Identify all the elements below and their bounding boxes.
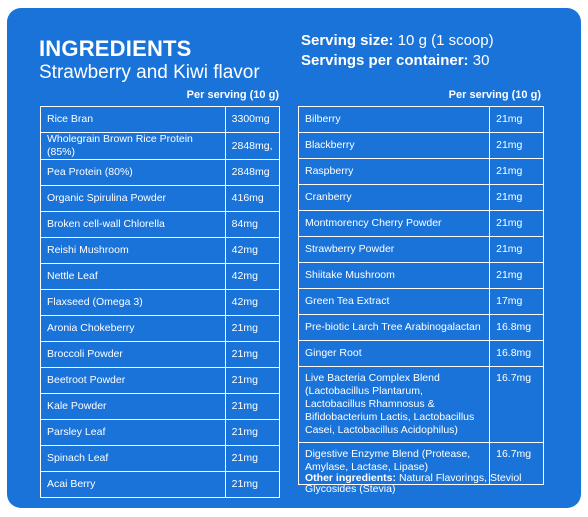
- table-row: Raspberry 21mg: [297, 158, 544, 185]
- ingredient-name: Kale Powder: [40, 393, 226, 420]
- table-row: Broken cell-wall Chlorella 84mg: [40, 211, 281, 238]
- left-ingredients-table: Rice Bran 3300mg Wholegrain Brown Rice Pr…: [40, 106, 281, 498]
- ingredient-name: Rice Bran: [40, 106, 226, 133]
- ingredient-name: Broken cell-wall Chlorella: [40, 211, 226, 238]
- ingredient-amount: 21mg: [489, 158, 544, 185]
- table-row: Green Tea Extract 17mg: [297, 288, 544, 315]
- servings-label: Servings per container:: [301, 52, 469, 69]
- ingredient-amount: 42mg: [224, 263, 281, 290]
- table-row: Bilberry 21mg: [297, 106, 544, 133]
- ingredient-amount: 16.8mg: [489, 340, 544, 367]
- ingredient-amount: 21mg: [489, 210, 544, 237]
- ingredient-amount: 21mg: [224, 445, 281, 472]
- ingredient-amount: 3300mg: [224, 106, 281, 133]
- ingredient-name: Shiitake Mushroom: [297, 262, 491, 289]
- serving-size: Serving size: 10 g (1 scoop): [301, 32, 494, 49]
- ingredient-name: Organic Spirulina Powder: [40, 185, 226, 212]
- table-row: Cranberry 21mg: [297, 184, 544, 211]
- ingredient-name: Ginger Root: [297, 340, 491, 367]
- ingredient-amount: 21mg: [224, 367, 281, 394]
- ingredient-name: Aronia Chokeberry: [40, 315, 226, 342]
- ingredient-amount: 21mg: [489, 236, 544, 263]
- ingredient-amount: 21mg: [489, 106, 544, 133]
- ingredient-name: Live Bacteria Complex Blend (Lactobacill…: [297, 366, 491, 443]
- other-ingredients-text: Natural Flavorings, Steviol Glycosides (…: [305, 472, 522, 495]
- ingredient-name: Reishi Mushroom: [40, 237, 226, 264]
- servings-value: 30: [472, 52, 490, 69]
- ingredient-amount: 16.8mg: [489, 314, 544, 341]
- ingredient-name: Broccoli Powder: [40, 341, 226, 368]
- table-row: Wholegrain Brown Rice Protein (85%) 2848m…: [40, 132, 281, 160]
- other-ingredients: Other ingredients: Natural Flavorings, S…: [305, 473, 550, 495]
- ingredient-name: Pre-biotic Larch Tree Arabinogalactan: [297, 314, 491, 341]
- table-row: Live Bacteria Complex Blend (Lactobacill…: [297, 366, 544, 443]
- table-row: Digestive Enzyme Blend (Protease, Amylas…: [297, 442, 544, 485]
- table-row: Pre-biotic Larch Tree Arabinogalactan 16.…: [297, 314, 544, 341]
- left-column-header: Per serving (10 g): [186, 89, 279, 101]
- table-row: Spinach Leaf 21mg: [40, 445, 281, 472]
- table-row: Kale Powder 21mg: [40, 393, 281, 420]
- serving-size-label: Serving size:: [301, 32, 394, 49]
- ingredient-name: Beetroot Powder: [40, 367, 226, 394]
- ingredient-name: Green Tea Extract: [297, 288, 491, 315]
- table-row: Reishi Mushroom 42mg: [40, 237, 281, 264]
- table-row: Broccoli Powder 21mg: [40, 341, 281, 368]
- table-row: Flaxseed (Omega 3) 42mg: [40, 289, 281, 316]
- ingredient-amount: 21mg: [224, 471, 281, 498]
- ingredient-name: Cranberry: [297, 184, 491, 211]
- table-row: Strawberry Powder 21mg: [297, 236, 544, 263]
- ingredient-amount: 2848mg,: [224, 132, 281, 160]
- ingredient-amount: 416mg: [224, 185, 281, 212]
- ingredient-name: Parsley Leaf: [40, 419, 226, 446]
- table-row: Montmorency Cherry Powder 21mg: [297, 210, 544, 237]
- other-ingredients-label: Other ingredients:: [305, 472, 397, 484]
- table-row: Parsley Leaf 21mg: [40, 419, 281, 446]
- right-column-header: Per serving (10 g): [448, 89, 541, 101]
- serving-size-value: 10 g (1 scoop): [397, 32, 494, 49]
- table-row: Organic Spirulina Powder 416mg: [40, 185, 281, 212]
- right-ingredients-table: Bilberry 21mg Blackberry 21mg Raspberry 21m…: [297, 106, 544, 485]
- table-row: Beetroot Powder 21mg: [40, 367, 281, 394]
- table-row: Nettle Leaf 42mg: [40, 263, 281, 290]
- table-row: Shiitake Mushroom 21mg: [297, 262, 544, 289]
- table-row: Rice Bran 3300mg: [40, 106, 281, 133]
- ingredient-amount: 16.7mg: [489, 366, 544, 443]
- ingredient-amount: 16.7mg: [489, 442, 544, 485]
- table-row: Acai Berry 21mg: [40, 471, 281, 498]
- ingredient-name: Spinach Leaf: [40, 445, 226, 472]
- ingredient-amount: 2848mg: [224, 159, 281, 186]
- flavor-subtitle: Strawberry and Kiwi flavor: [39, 62, 260, 83]
- ingredient-amount: 21mg: [224, 393, 281, 420]
- table-row: Blackberry 21mg: [297, 132, 544, 159]
- ingredient-amount: 21mg: [489, 132, 544, 159]
- ingredient-name: Wholegrain Brown Rice Protein (85%): [40, 132, 226, 160]
- ingredient-amount: 21mg: [224, 315, 281, 342]
- servings-per-container: Servings per container: 30: [301, 52, 489, 69]
- table-row: Ginger Root 16.8mg: [297, 340, 544, 367]
- ingredient-name: Pea Protein (80%): [40, 159, 226, 186]
- ingredient-amount: 21mg: [489, 184, 544, 211]
- ingredient-name: Flaxseed (Omega 3): [40, 289, 226, 316]
- table-row: Pea Protein (80%) 2848mg: [40, 159, 281, 186]
- ingredient-name: Strawberry Powder: [297, 236, 491, 263]
- ingredient-name: Montmorency Cherry Powder: [297, 210, 491, 237]
- ingredient-amount: 17mg: [489, 288, 544, 315]
- ingredient-name: Acai Berry: [40, 471, 226, 498]
- table-row: Aronia Chokeberry 21mg: [40, 315, 281, 342]
- ingredient-name: Raspberry: [297, 158, 491, 185]
- ingredient-name: Nettle Leaf: [40, 263, 226, 290]
- ingredient-amount: 21mg: [489, 262, 544, 289]
- ingredient-amount: 42mg: [224, 289, 281, 316]
- ingredient-name: Digestive Enzyme Blend (Protease, Amylas…: [297, 442, 491, 485]
- ingredient-amount: 21mg: [224, 341, 281, 368]
- ingredient-amount: 42mg: [224, 237, 281, 264]
- page-title: INGREDIENTS: [39, 36, 192, 61]
- ingredient-amount: 21mg: [224, 419, 281, 446]
- ingredient-name: Bilberry: [297, 106, 491, 133]
- ingredient-name: Blackberry: [297, 132, 491, 159]
- ingredient-amount: 84mg: [224, 211, 281, 238]
